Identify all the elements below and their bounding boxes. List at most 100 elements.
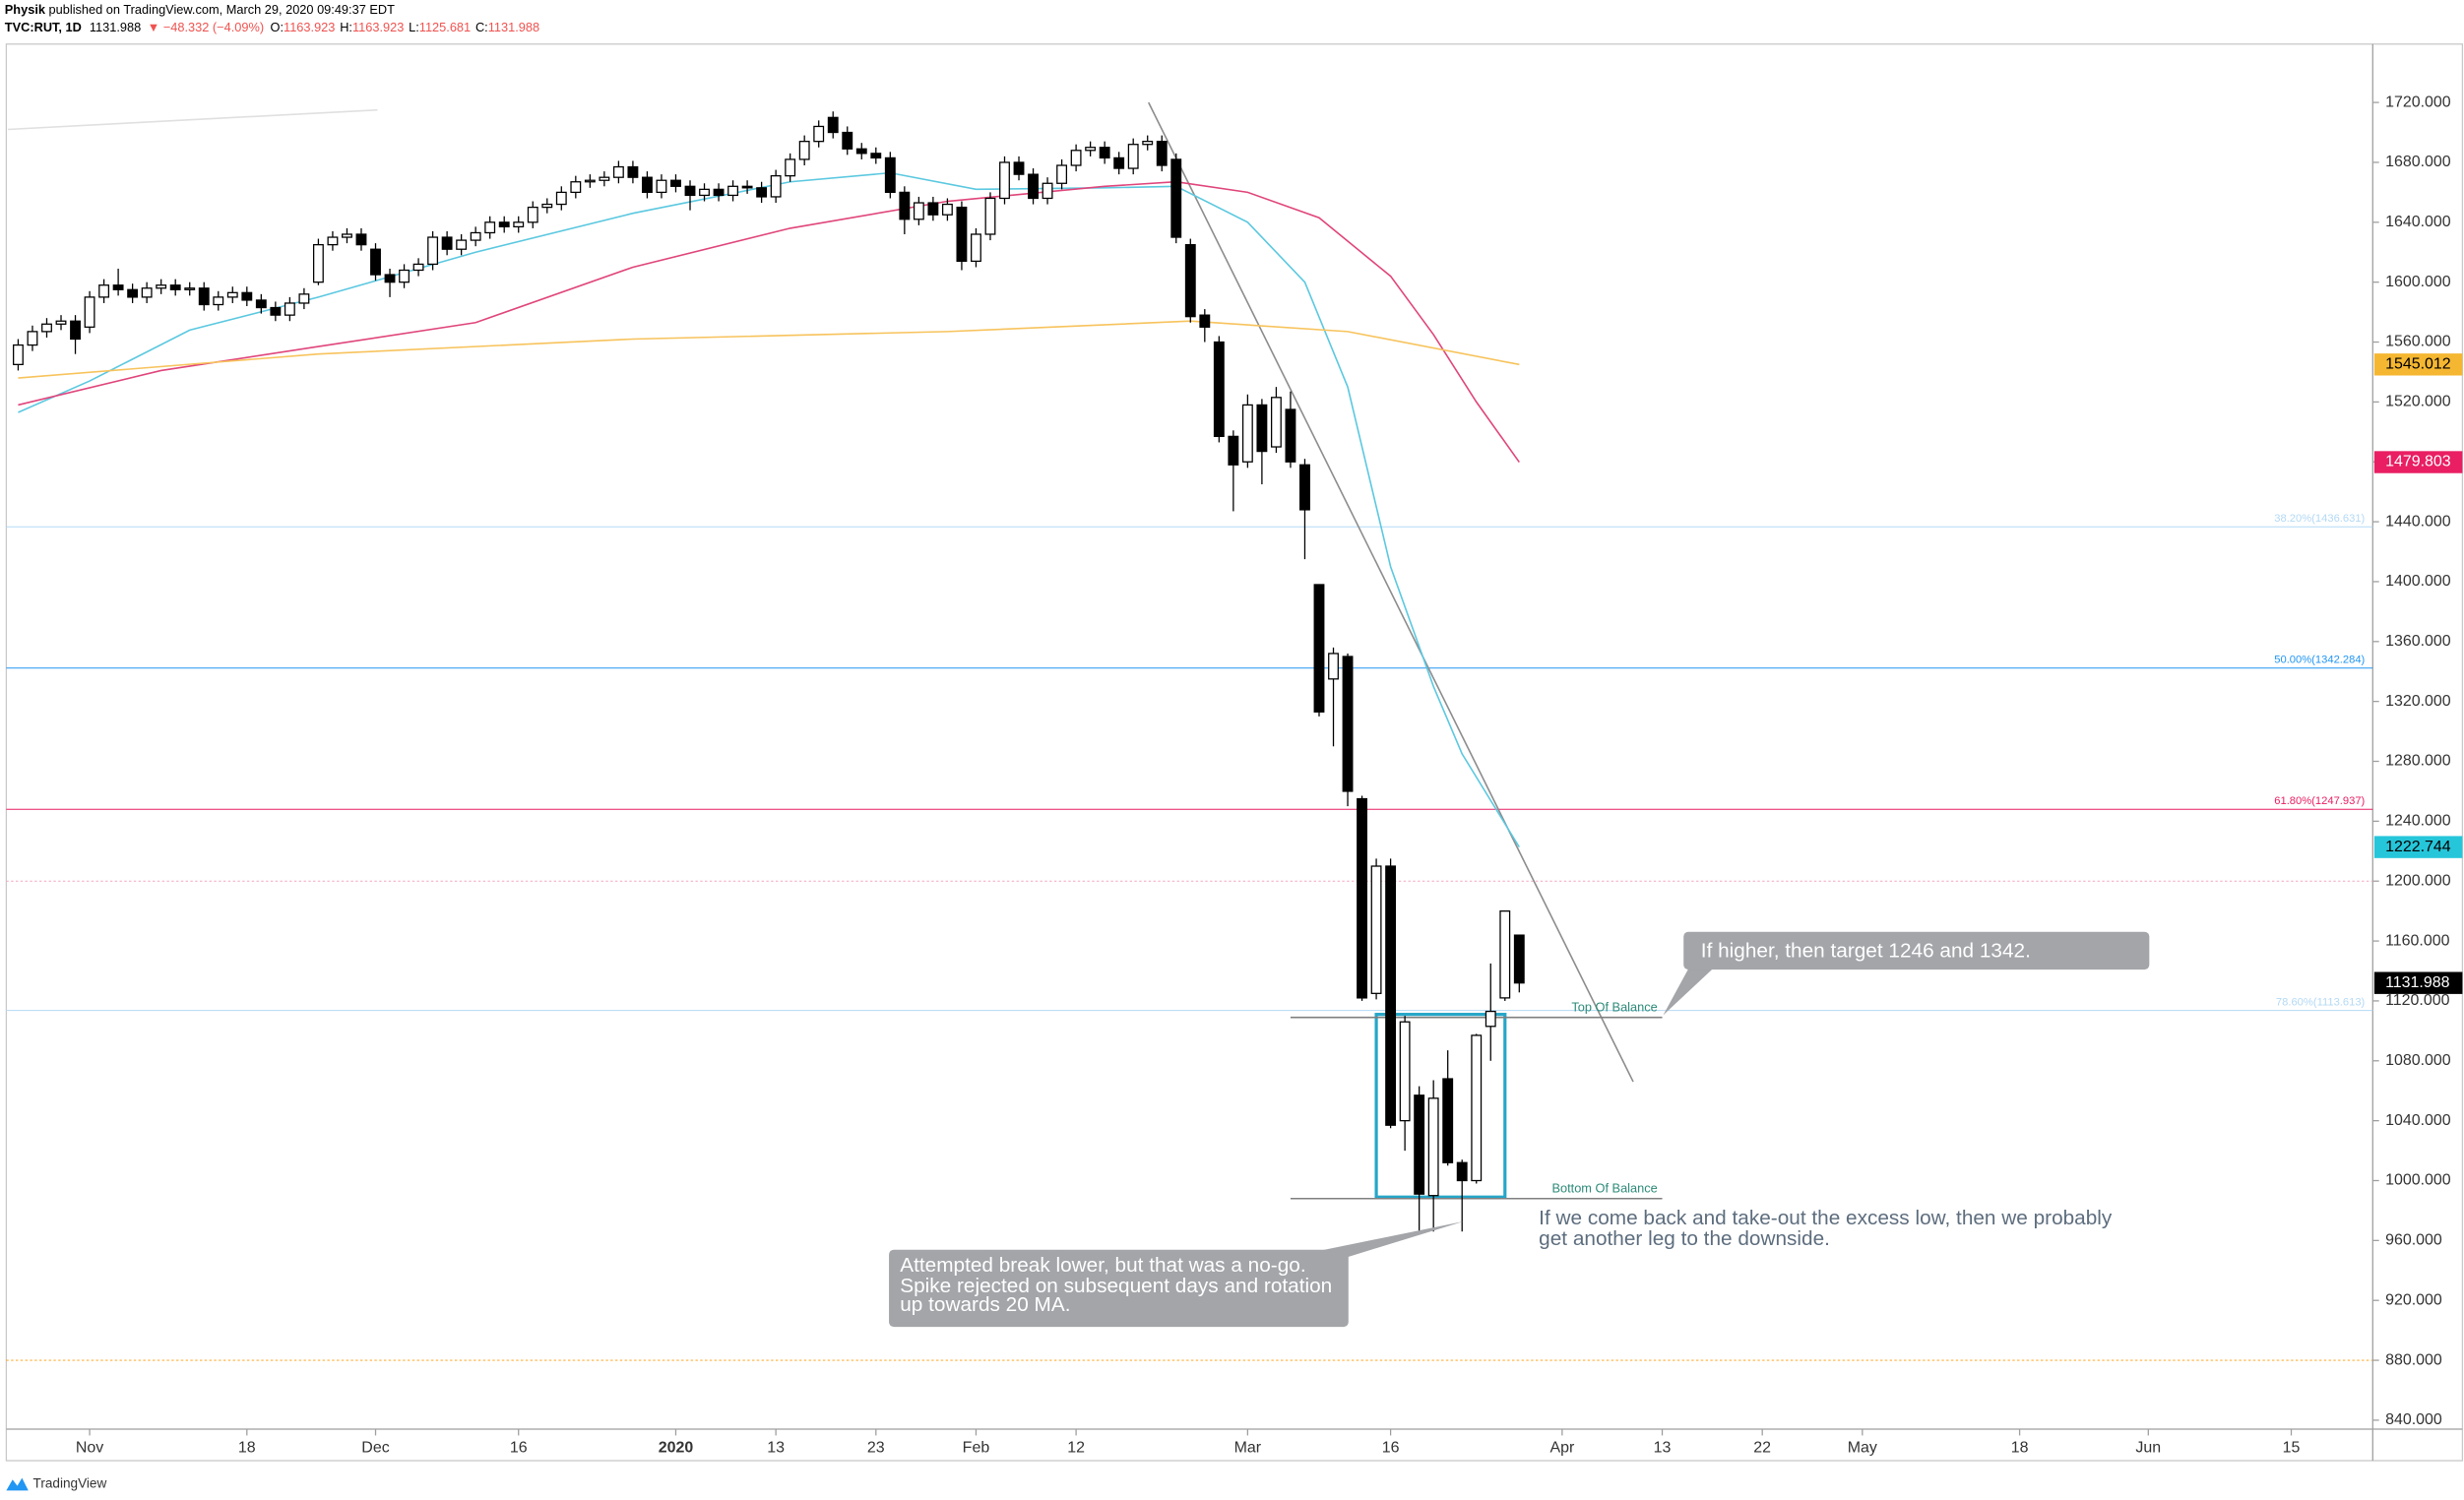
y-tick-label: 1360.000 — [2385, 633, 2451, 650]
candle-body — [1385, 865, 1397, 1126]
callout-text-box: Attempted break lower, but that was a no… — [900, 1256, 1332, 1314]
change: ▼ −48.332 (−4.09%) — [148, 20, 265, 34]
candle-body — [555, 191, 567, 206]
candle-body — [427, 236, 439, 266]
x-tick-label: 23 — [867, 1439, 885, 1456]
candle-body — [384, 274, 396, 283]
candle-body — [1228, 435, 1239, 466]
y-tick-label: 1560.000 — [2385, 334, 2451, 350]
price-tag — [2373, 836, 2463, 858]
y-tick-label: 840.000 — [2385, 1411, 2442, 1428]
candle-body — [670, 179, 681, 187]
candle-body — [1213, 341, 1225, 438]
plot: 840.000 880.000 920.000 960.000 1000.000 1040… — [6, 94, 2463, 1456]
candle-body — [441, 236, 453, 250]
candle-body — [798, 141, 810, 160]
candle-body — [1042, 182, 1053, 200]
y-tick-label: 1120.000 — [2385, 992, 2450, 1009]
x-tick-label: 13 — [767, 1439, 785, 1456]
candle-body — [1328, 653, 1339, 680]
candle-body — [756, 187, 768, 198]
brand: TradingView — [33, 1476, 107, 1491]
x-tick-label: Nov — [76, 1439, 103, 1456]
x-tick-label: 22 — [1753, 1439, 1771, 1456]
candle-body — [941, 203, 953, 216]
candle-body — [98, 284, 110, 298]
y-tick-label: 1280.000 — [2385, 753, 2451, 770]
x-tick-label: Jun — [2135, 1439, 2161, 1456]
ohlc-value: 1163.923 — [284, 20, 335, 34]
candle-body — [370, 248, 381, 276]
candle-body — [1485, 1010, 1496, 1028]
x-tick-label: 15 — [2283, 1439, 2301, 1456]
price-tag — [2373, 971, 2463, 994]
symbol: TVC:RUT, 1D — [5, 20, 82, 34]
x-tick-label: Dec — [361, 1439, 389, 1456]
callout-text-box: If higher, then target 1246 and 1342. — [1701, 938, 2031, 962]
x-tick-label: 2020 — [659, 1439, 694, 1456]
price-tag — [2373, 353, 2463, 376]
ohlc-key: O: — [271, 20, 284, 34]
candle-body — [1056, 164, 1068, 184]
candle-body — [1414, 1094, 1425, 1195]
ma-line — [18, 320, 1520, 379]
candle-body — [255, 299, 267, 309]
candle-body — [1299, 464, 1310, 511]
y-tick-label: 1040.000 — [2385, 1112, 2451, 1129]
x-tick-label: Feb — [963, 1439, 990, 1456]
footer-logo: TradingView — [6, 1476, 106, 1491]
x-tick-label: May — [1848, 1439, 1877, 1456]
note-text-box: If we come back and take-out the excess … — [1539, 1209, 2112, 1247]
candle-body — [484, 221, 496, 234]
candle-body — [785, 158, 796, 177]
candle-body — [884, 156, 896, 194]
candle-body — [70, 320, 81, 341]
callout-box — [1683, 931, 2150, 970]
candle-body — [1142, 141, 1154, 146]
symbol-line: TVC:RUT, 1D 1131.988 ▼ −48.332 (−4.09%) O:1… — [5, 20, 539, 34]
price-tag-label: 1479.803 — [2385, 454, 2451, 470]
level-label: 38.20%(1436.631) — [2274, 513, 2365, 525]
chart-frame — [5, 43, 2464, 1462]
candle-body — [541, 203, 553, 209]
logo-icon — [6, 1477, 29, 1491]
ma-line — [18, 180, 1520, 463]
candle-body — [327, 236, 339, 246]
price-tag-label: 1222.744 — [2385, 839, 2451, 855]
candle-body — [642, 176, 653, 194]
candle-body — [456, 239, 468, 250]
candle-body — [855, 148, 867, 155]
balance-label: Bottom Of Balance — [1551, 1181, 1657, 1196]
price-tag-label: 1545.012 — [2385, 356, 2451, 373]
y-tick-label: 1320.000 — [2385, 693, 2451, 710]
candle-body — [1370, 865, 1382, 994]
candle-body — [1028, 173, 1039, 200]
candle-body — [13, 344, 24, 365]
candle-body — [213, 296, 224, 306]
ohlc-value: 1131.988 — [488, 20, 539, 34]
candle-body — [1499, 910, 1511, 999]
x-tick-label: 13 — [1654, 1439, 1672, 1456]
ohlc-key: L: — [409, 20, 419, 34]
x-tick-label: Mar — [1234, 1439, 1262, 1456]
y-tick-label: 1600.000 — [2385, 274, 2451, 290]
candle-body — [241, 291, 253, 301]
y-tick-label: 960.000 — [2385, 1232, 2442, 1249]
candle-body — [127, 288, 139, 298]
candle-body — [355, 233, 367, 246]
candle-body — [1456, 1161, 1468, 1182]
candle-body — [412, 263, 424, 272]
candle-body — [1471, 1034, 1483, 1182]
candle-body — [198, 287, 210, 306]
candle-body — [184, 287, 196, 290]
candle-body — [298, 293, 310, 304]
x-tick-label: Apr — [1549, 1439, 1575, 1456]
candle-body — [971, 233, 981, 263]
y-tick-label: 1000.000 — [2385, 1172, 2451, 1189]
candle-body — [1070, 150, 1082, 166]
ohlc-value: 1125.681 — [419, 20, 471, 34]
candle-body — [1199, 314, 1211, 328]
callout-pointer — [1663, 963, 1712, 1016]
candle-body — [741, 185, 753, 189]
